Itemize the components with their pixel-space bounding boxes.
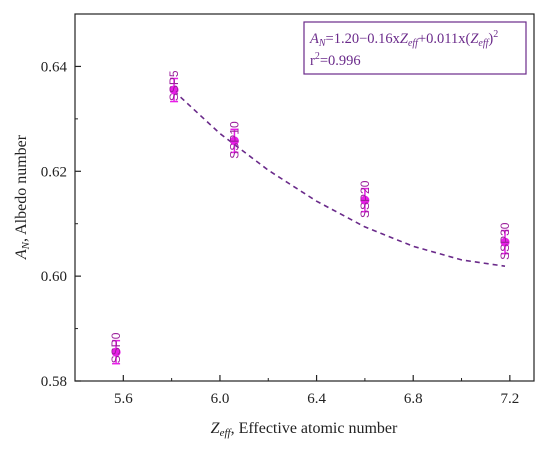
axis-ticks: 5.6 6.0 6.4 6.8 7.2 0.58 0.60 0.62 0.64 xyxy=(41,59,519,407)
x-tick-label: 6.8 xyxy=(404,391,423,407)
point-label: SSP0 xyxy=(109,332,123,363)
x-tick-label: 6.0 xyxy=(211,391,230,407)
y-tick-label: 0.60 xyxy=(41,269,67,285)
point-label: SSP5 xyxy=(167,70,181,101)
data-point-ssp0: SSP0 xyxy=(109,332,123,365)
y-tick-label: 0.62 xyxy=(41,164,67,180)
marker xyxy=(229,136,239,146)
data-point-ssp10: SSP10 xyxy=(227,121,241,159)
data-point-ssp5: SSP5 xyxy=(167,70,181,103)
plot-frame xyxy=(74,13,535,382)
x-axis-title: Zeff, Effective atomic number xyxy=(211,420,398,439)
data-points: SSP0 SSP5 SSP10 SSP20 SSP30 xyxy=(109,70,512,365)
marker xyxy=(500,237,510,247)
fit-curve xyxy=(173,90,506,267)
marker xyxy=(169,85,179,95)
point-label: SSP10 xyxy=(227,121,241,159)
data-point-ssp30: SSP30 xyxy=(498,222,512,260)
equation-box: AN=1.20−0.16xZeff+0.011x(Zeff)2 r2=0.996 xyxy=(303,21,527,75)
x-tick-label: 5.6 xyxy=(114,391,133,407)
fit-equation: AN=1.20−0.16xZeff+0.011x(Zeff)2 xyxy=(309,29,498,49)
y-tick-label: 0.64 xyxy=(41,59,68,75)
marker xyxy=(111,347,121,357)
x-tick-label: 7.2 xyxy=(500,391,519,407)
y-tick-label: 0.58 xyxy=(41,374,67,390)
y-axis-title: AN, Albedo number xyxy=(13,134,32,260)
data-point-ssp20: SSP20 xyxy=(358,180,372,218)
fit-r-squared: r2=0.996 xyxy=(310,51,361,69)
point-label: SSP20 xyxy=(358,180,372,218)
point-label: SSP30 xyxy=(498,222,512,260)
x-tick-label: 6.4 xyxy=(307,391,326,407)
marker xyxy=(360,195,370,205)
